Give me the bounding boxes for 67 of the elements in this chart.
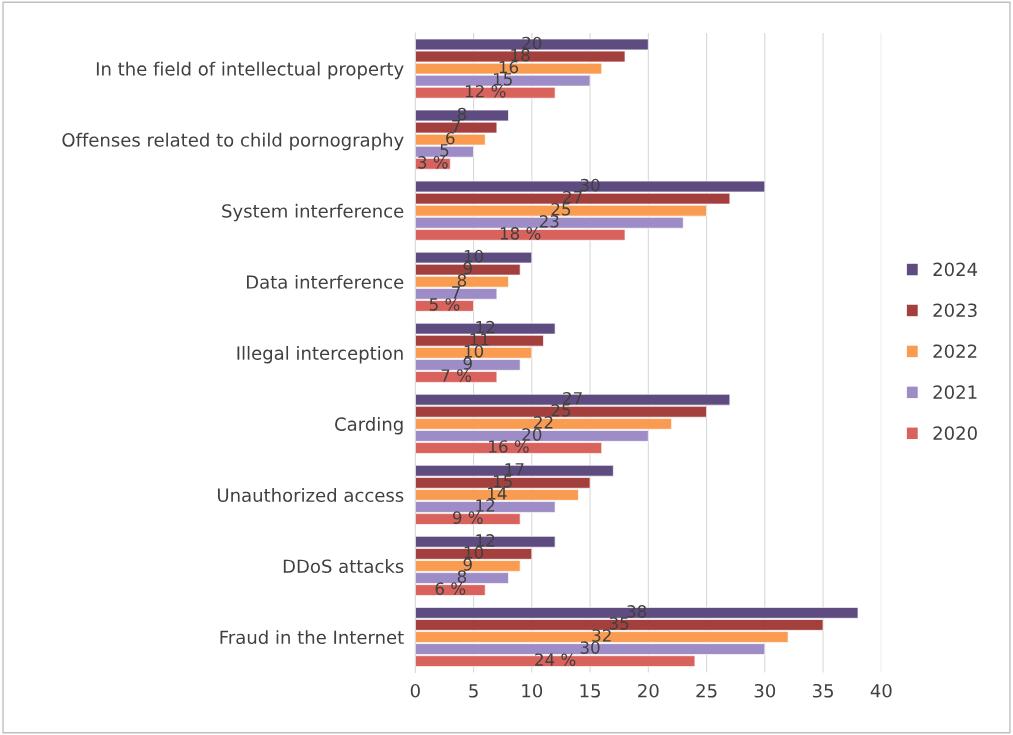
data-label: 16	[499, 60, 519, 74]
data-label: 22	[534, 416, 553, 429]
data-label: 10	[464, 546, 484, 559]
data-label: 18	[511, 48, 530, 62]
data-label: 14	[488, 487, 507, 500]
data-label: 15	[493, 475, 512, 488]
x-tick-label: 20	[638, 683, 659, 698]
x-tick-label: 30	[754, 683, 776, 698]
y-tick-label: Illegal interception	[237, 345, 403, 364]
data-label: 25	[551, 202, 571, 216]
data-label: 8	[457, 570, 467, 583]
data-label: 12	[476, 534, 495, 547]
legend-label: 2020	[933, 426, 977, 440]
data-label: 6	[446, 131, 455, 145]
data-label: 9	[463, 357, 472, 370]
data-label: 32	[592, 629, 611, 642]
data-label: 9	[463, 261, 472, 275]
data-label: 5	[440, 144, 449, 157]
data-label: 7 %	[441, 369, 472, 382]
y-tick-label: Offenses related to child pornography	[62, 132, 404, 151]
data-label: 8	[457, 107, 467, 121]
data-label: 12	[476, 499, 495, 512]
y-tick-label: DDoS attacks	[283, 559, 404, 574]
data-label: 20	[522, 428, 542, 441]
y-tick-label: In the field of intellectual property	[96, 61, 404, 80]
data-label: 16 %	[489, 440, 529, 453]
x-tick-label: 10	[522, 683, 543, 698]
data-label: 9 %	[452, 511, 483, 524]
data-label: 35	[609, 617, 629, 630]
data-label: 7	[452, 286, 460, 299]
legend-label: 2022	[933, 344, 977, 359]
data-label: 38	[627, 605, 647, 618]
x-tick-label: 0	[410, 683, 420, 698]
data-label: 10	[464, 345, 484, 358]
data-label: 20	[522, 36, 542, 50]
legend-label: 2021	[933, 385, 977, 399]
y-tick-label: Carding	[335, 416, 403, 435]
data-label: 9	[463, 558, 472, 571]
y-tick-label: Unauthorized access	[217, 488, 404, 503]
data-label: 27	[563, 391, 582, 405]
x-tick-label: 35	[812, 683, 833, 698]
x-tick-label: 40	[870, 683, 892, 698]
data-label: 11	[470, 333, 489, 346]
data-label: 30	[580, 641, 600, 654]
data-label: 24 %	[535, 653, 576, 666]
y-tick-label: Fraud in the Internet	[220, 630, 404, 645]
x-tick-label: 25	[696, 683, 717, 698]
data-label: 12 %	[465, 84, 506, 98]
data-label: 7	[452, 120, 460, 133]
data-label: 15	[493, 73, 512, 86]
data-label: 5 %	[429, 298, 460, 311]
data-label: 6 %	[435, 582, 466, 595]
data-label: 12	[476, 320, 495, 334]
y-tick-label: System interference	[222, 203, 404, 222]
data-label: 3 %	[418, 156, 448, 169]
legend-label: 2023	[933, 303, 977, 318]
legend-label: 2024	[933, 262, 978, 277]
x-tick-label: 5	[469, 684, 478, 698]
y-tick-label: Data interference	[247, 274, 404, 289]
data-label: 17	[505, 463, 524, 476]
x-tick-label: 15	[580, 684, 600, 698]
data-label: 10	[464, 249, 484, 263]
data-label: 18 %	[500, 227, 541, 240]
data-label: 23	[539, 215, 559, 228]
data-label: 25	[551, 404, 571, 417]
data-label: 30	[580, 178, 600, 192]
data-label: 27	[563, 190, 582, 204]
